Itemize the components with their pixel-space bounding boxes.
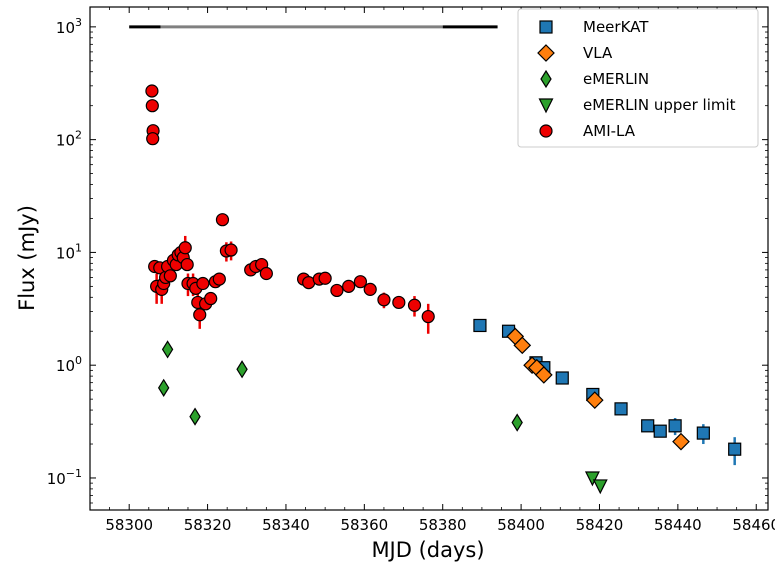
ami-la-point xyxy=(163,269,177,283)
series-emerlin xyxy=(157,340,523,432)
vla-point xyxy=(534,366,553,384)
legend-label: eMERLIN upper limit xyxy=(583,96,736,114)
emerlin-point xyxy=(161,340,174,359)
x-tick-label: 58420 xyxy=(576,516,624,534)
ami-la-point xyxy=(146,132,160,146)
emerlin-point xyxy=(511,413,523,432)
ami-la-point xyxy=(363,282,377,296)
vla-point xyxy=(585,391,604,409)
y-tick-label: 10−1 xyxy=(47,467,82,488)
ami-la-point xyxy=(377,293,391,307)
ami-la-point xyxy=(178,241,192,255)
x-tick-label: 58320 xyxy=(184,516,232,534)
meerkat-point xyxy=(473,318,487,333)
x-tick-label: 58440 xyxy=(654,516,702,534)
y-tick-label: 101 xyxy=(56,241,82,262)
y-tick-label: 100 xyxy=(56,354,82,375)
y-axis-title: Flux (mJy) xyxy=(15,205,39,311)
meerkat-point xyxy=(614,402,628,416)
ami-la-point xyxy=(224,243,238,257)
meerkat-point xyxy=(555,371,569,385)
x-tick-label: 58400 xyxy=(497,516,545,534)
ami-la-point xyxy=(259,266,273,281)
x-axis: 58300 58320 58340 58360 58380 58400 58420 58440… xyxy=(89,7,775,534)
legend-frame xyxy=(517,8,759,148)
series-emerlin-upper-limit xyxy=(584,471,608,495)
series-vla xyxy=(506,327,690,451)
x-tick-label: 58380 xyxy=(419,516,467,534)
emerlin-point xyxy=(189,407,201,426)
legend-label: eMERLIN xyxy=(583,70,649,88)
ami-la-point xyxy=(407,298,422,312)
legend-marker xyxy=(539,20,553,34)
x-tick-label: 58460 xyxy=(732,516,775,534)
ami-la-point xyxy=(212,272,226,286)
legend-marker xyxy=(538,98,554,114)
ami-la-point xyxy=(180,257,194,272)
ami-la-point xyxy=(193,308,207,322)
data-series xyxy=(145,84,742,495)
legend-label: MeerKAT xyxy=(583,18,649,36)
ami-la-point xyxy=(215,213,230,227)
ami-la-point xyxy=(392,295,406,310)
x-tick-label: 58360 xyxy=(340,516,388,534)
meerkat-point xyxy=(728,442,742,456)
legend-marker xyxy=(537,44,555,62)
legend-label: AMI-LA xyxy=(583,122,636,140)
plot-frame xyxy=(89,6,769,511)
emerlin-point xyxy=(157,378,170,397)
ami-la-point xyxy=(342,279,356,293)
meerkat-point xyxy=(696,426,710,440)
x-tick-label: 58340 xyxy=(262,516,310,534)
ami-la-point xyxy=(145,84,159,98)
vla-point xyxy=(513,336,532,355)
x-axis-title: MJD (days) xyxy=(371,538,484,562)
legend-label: VLA xyxy=(583,44,613,62)
series-ami-la xyxy=(145,84,435,334)
meerkat-point xyxy=(653,424,667,438)
meerkat-point xyxy=(668,419,682,433)
ami-la-point xyxy=(421,309,435,324)
legend: MeerKAT VLA eMERLIN eMERLIN upper limit AMI-… xyxy=(517,8,759,148)
emerlin-point xyxy=(236,360,248,379)
y-tick-label: 103 xyxy=(56,16,82,37)
y-tick-label: 102 xyxy=(56,129,82,150)
ami-la-point xyxy=(196,276,210,291)
ami-la-point xyxy=(330,283,344,298)
ami-la-point xyxy=(353,275,368,289)
legend-marker xyxy=(539,124,553,138)
emerlin-upper-limit-point xyxy=(592,479,608,495)
x-tick-label: 58300 xyxy=(105,516,153,534)
ami-la-point xyxy=(204,291,218,306)
emerlin-upper-limit-point xyxy=(584,471,600,487)
vla-point xyxy=(672,432,690,451)
ami-la-point xyxy=(145,99,159,113)
ami-la-point xyxy=(318,271,332,285)
meerkat-point xyxy=(641,419,655,433)
legend-marker xyxy=(540,69,552,89)
y-axis: 10−1 100 101 102 103 xyxy=(47,16,768,504)
